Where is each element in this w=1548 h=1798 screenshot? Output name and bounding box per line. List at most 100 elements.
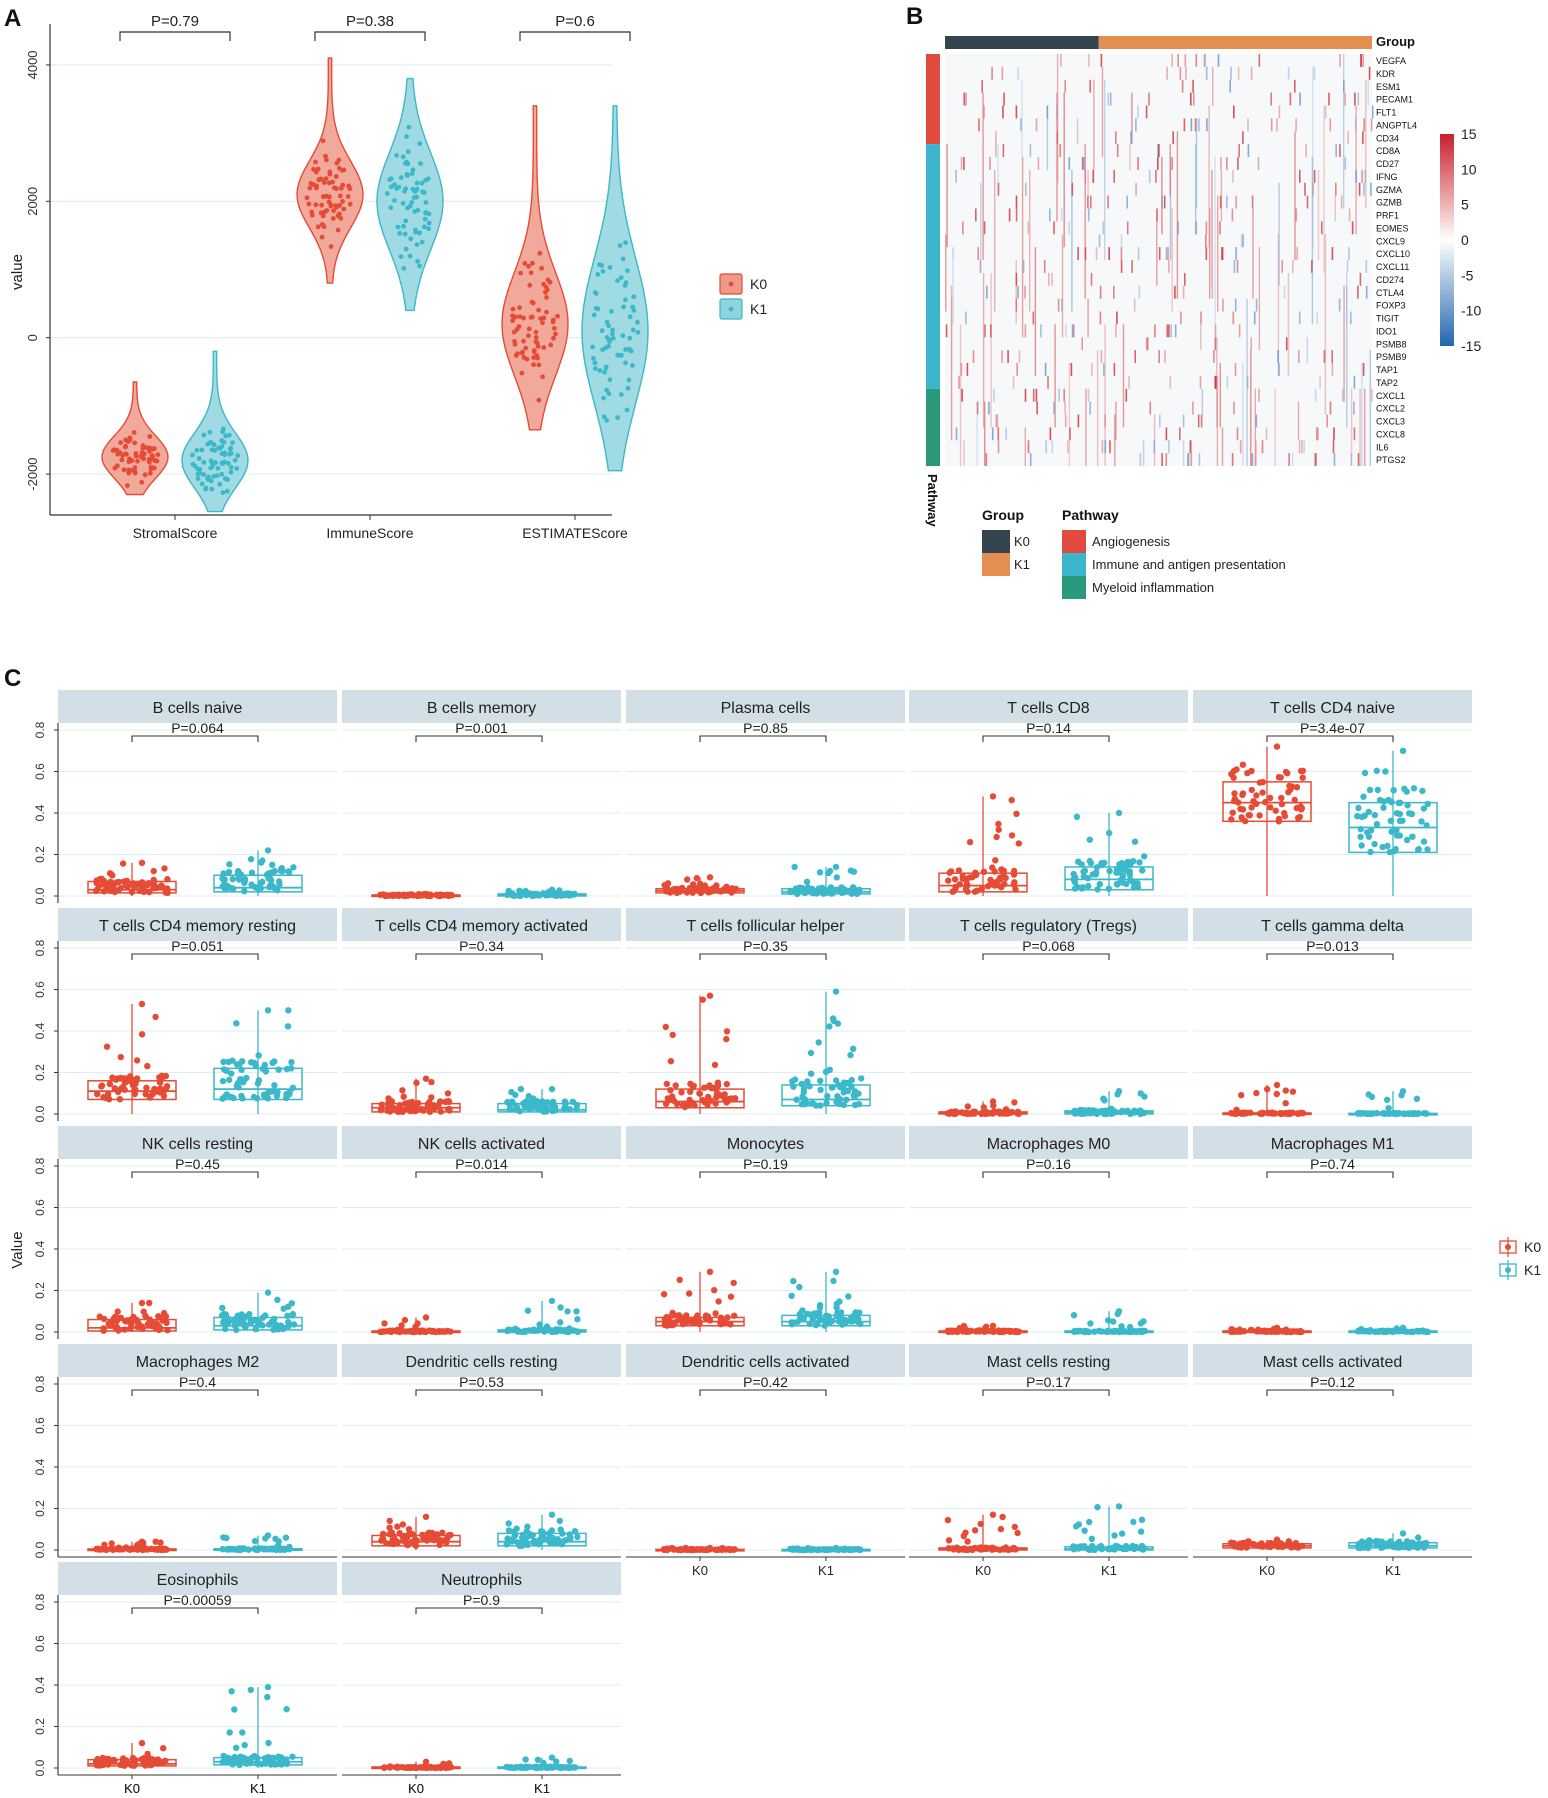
data-point-k1: [574, 1316, 581, 1323]
data-point-k1: [834, 1309, 841, 1316]
data-point-k0: [696, 1090, 703, 1097]
data-point-k0: [533, 329, 539, 335]
heatmap-cell: [1137, 247, 1140, 260]
heatmap-cell: [1350, 453, 1353, 466]
heatmap-cell-streak: [1242, 363, 1244, 466]
p-value-label: P=0.42: [743, 1374, 788, 1390]
data-point-k0: [955, 1546, 962, 1554]
data-point-k1: [814, 1310, 821, 1317]
gene-label: IDO1: [1376, 326, 1397, 336]
facet-title: T cells CD4 naive: [1270, 700, 1395, 717]
data-point-k0: [541, 281, 546, 287]
heatmap-cell: [1362, 131, 1364, 145]
data-point-k0: [1259, 789, 1266, 796]
heatmap-cell-streak: [1176, 131, 1179, 299]
heatmap-cell: [1137, 157, 1139, 170]
data-point-k0: [521, 338, 526, 344]
heatmap-cell: [1315, 427, 1318, 441]
data-point-k0: [699, 1097, 706, 1104]
data-point-k0: [321, 180, 327, 185]
p-value-label: P=0.4: [179, 1374, 216, 1390]
data-point-k0: [968, 1546, 975, 1553]
data-point-k1: [615, 278, 620, 283]
data-point-k0: [1282, 768, 1290, 776]
data-point-k1: [253, 1095, 261, 1102]
data-point-k1: [253, 1760, 260, 1767]
facet-title: T cells gamma delta: [1261, 918, 1404, 935]
data-point-k0: [1001, 880, 1008, 888]
heatmap-cell: [1158, 144, 1160, 157]
data-point-k0: [1010, 867, 1018, 875]
data-point-k1: [1078, 861, 1085, 868]
data-point-k1: [227, 446, 233, 452]
data-point-k0: [161, 865, 168, 872]
data-point-k0: [125, 483, 130, 488]
data-point-k1: [855, 1318, 862, 1326]
heatmap-cell: [1103, 363, 1105, 376]
data-point-k1: [1424, 846, 1431, 853]
heatmap-cell: [1166, 66, 1168, 80]
heatmap-cell-streak: [1274, 388, 1276, 467]
gene-label: ESM1: [1376, 82, 1401, 92]
gene-label: CXCL2: [1376, 404, 1405, 414]
data-point-k1: [289, 1312, 296, 1319]
heatmap-cell: [1214, 337, 1217, 351]
data-point-k1: [1373, 767, 1381, 774]
heatmap-cell: [961, 388, 963, 402]
data-point-k1: [553, 1328, 560, 1335]
data-point-k0: [413, 1764, 421, 1771]
heatmap-cell: [1007, 350, 1009, 363]
data-point-k0: [964, 888, 971, 895]
data-point-k1: [1137, 1528, 1145, 1535]
data-point-max-k1: [1115, 809, 1123, 817]
heatmap-cell-streak: [1024, 427, 1026, 466]
heatmap-cell: [1301, 440, 1303, 454]
y-tick-label: 2000: [25, 187, 40, 216]
heatmap-cell: [1250, 337, 1252, 351]
heatmap-cell: [960, 157, 963, 170]
heatmap-cell-streak: [982, 92, 984, 260]
data-point-k1: [624, 407, 630, 413]
data-point-k0: [723, 1028, 731, 1035]
heatmap-cell: [1347, 131, 1349, 145]
p-value-label: P=0.16: [1026, 1156, 1071, 1172]
data-point-k1: [815, 1039, 822, 1046]
legend-pathway-swatch: [1062, 553, 1086, 576]
data-point-k1: [548, 1527, 556, 1534]
data-point-k0: [1253, 1089, 1260, 1097]
heatmap-cell: [1116, 311, 1118, 325]
data-point-k1: [535, 1105, 542, 1113]
heatmap-cell-streak: [1254, 388, 1256, 467]
heatmap-cell: [993, 388, 995, 402]
facet-strip: [626, 1126, 905, 1159]
y-tick-label: 0.4: [33, 1458, 47, 1475]
panel-b: BGroupPathwayVEGFAKDRESM1PECAM1FLT1ANGPT…: [906, 3, 1481, 599]
heatmap-cell: [965, 311, 967, 325]
data-point-k1: [247, 1317, 254, 1324]
data-point-k0: [730, 1279, 737, 1287]
colorbar-tick-label: 15: [1461, 126, 1477, 142]
data-point-max-k1: [1399, 1324, 1407, 1332]
data-point-k0: [977, 1520, 984, 1528]
heatmap-cell: [1137, 105, 1139, 119]
data-point-k0: [530, 300, 536, 306]
data-point-k0: [121, 1086, 128, 1093]
data-point-k1: [270, 1754, 277, 1762]
data-point-k0: [693, 875, 700, 882]
data-point-k1: [564, 1308, 571, 1315]
data-point-k1: [595, 306, 601, 312]
data-point-k1: [607, 265, 613, 270]
data-point-k0: [408, 1764, 415, 1771]
heatmap-cell: [1090, 195, 1092, 209]
data-point-k1: [531, 1537, 538, 1545]
data-point-k1: [848, 1083, 855, 1090]
data-point-k1: [259, 878, 266, 885]
data-point-k0: [1011, 1099, 1018, 1106]
data-point-k1: [1098, 861, 1106, 869]
heatmap-cell: [1027, 440, 1030, 454]
heatmap-cell: [1171, 157, 1173, 170]
data-point-k0: [164, 876, 171, 883]
data-point-k1: [199, 447, 205, 453]
heatmap-cell: [1051, 272, 1053, 286]
p-value-label: P=0.013: [1306, 938, 1359, 954]
